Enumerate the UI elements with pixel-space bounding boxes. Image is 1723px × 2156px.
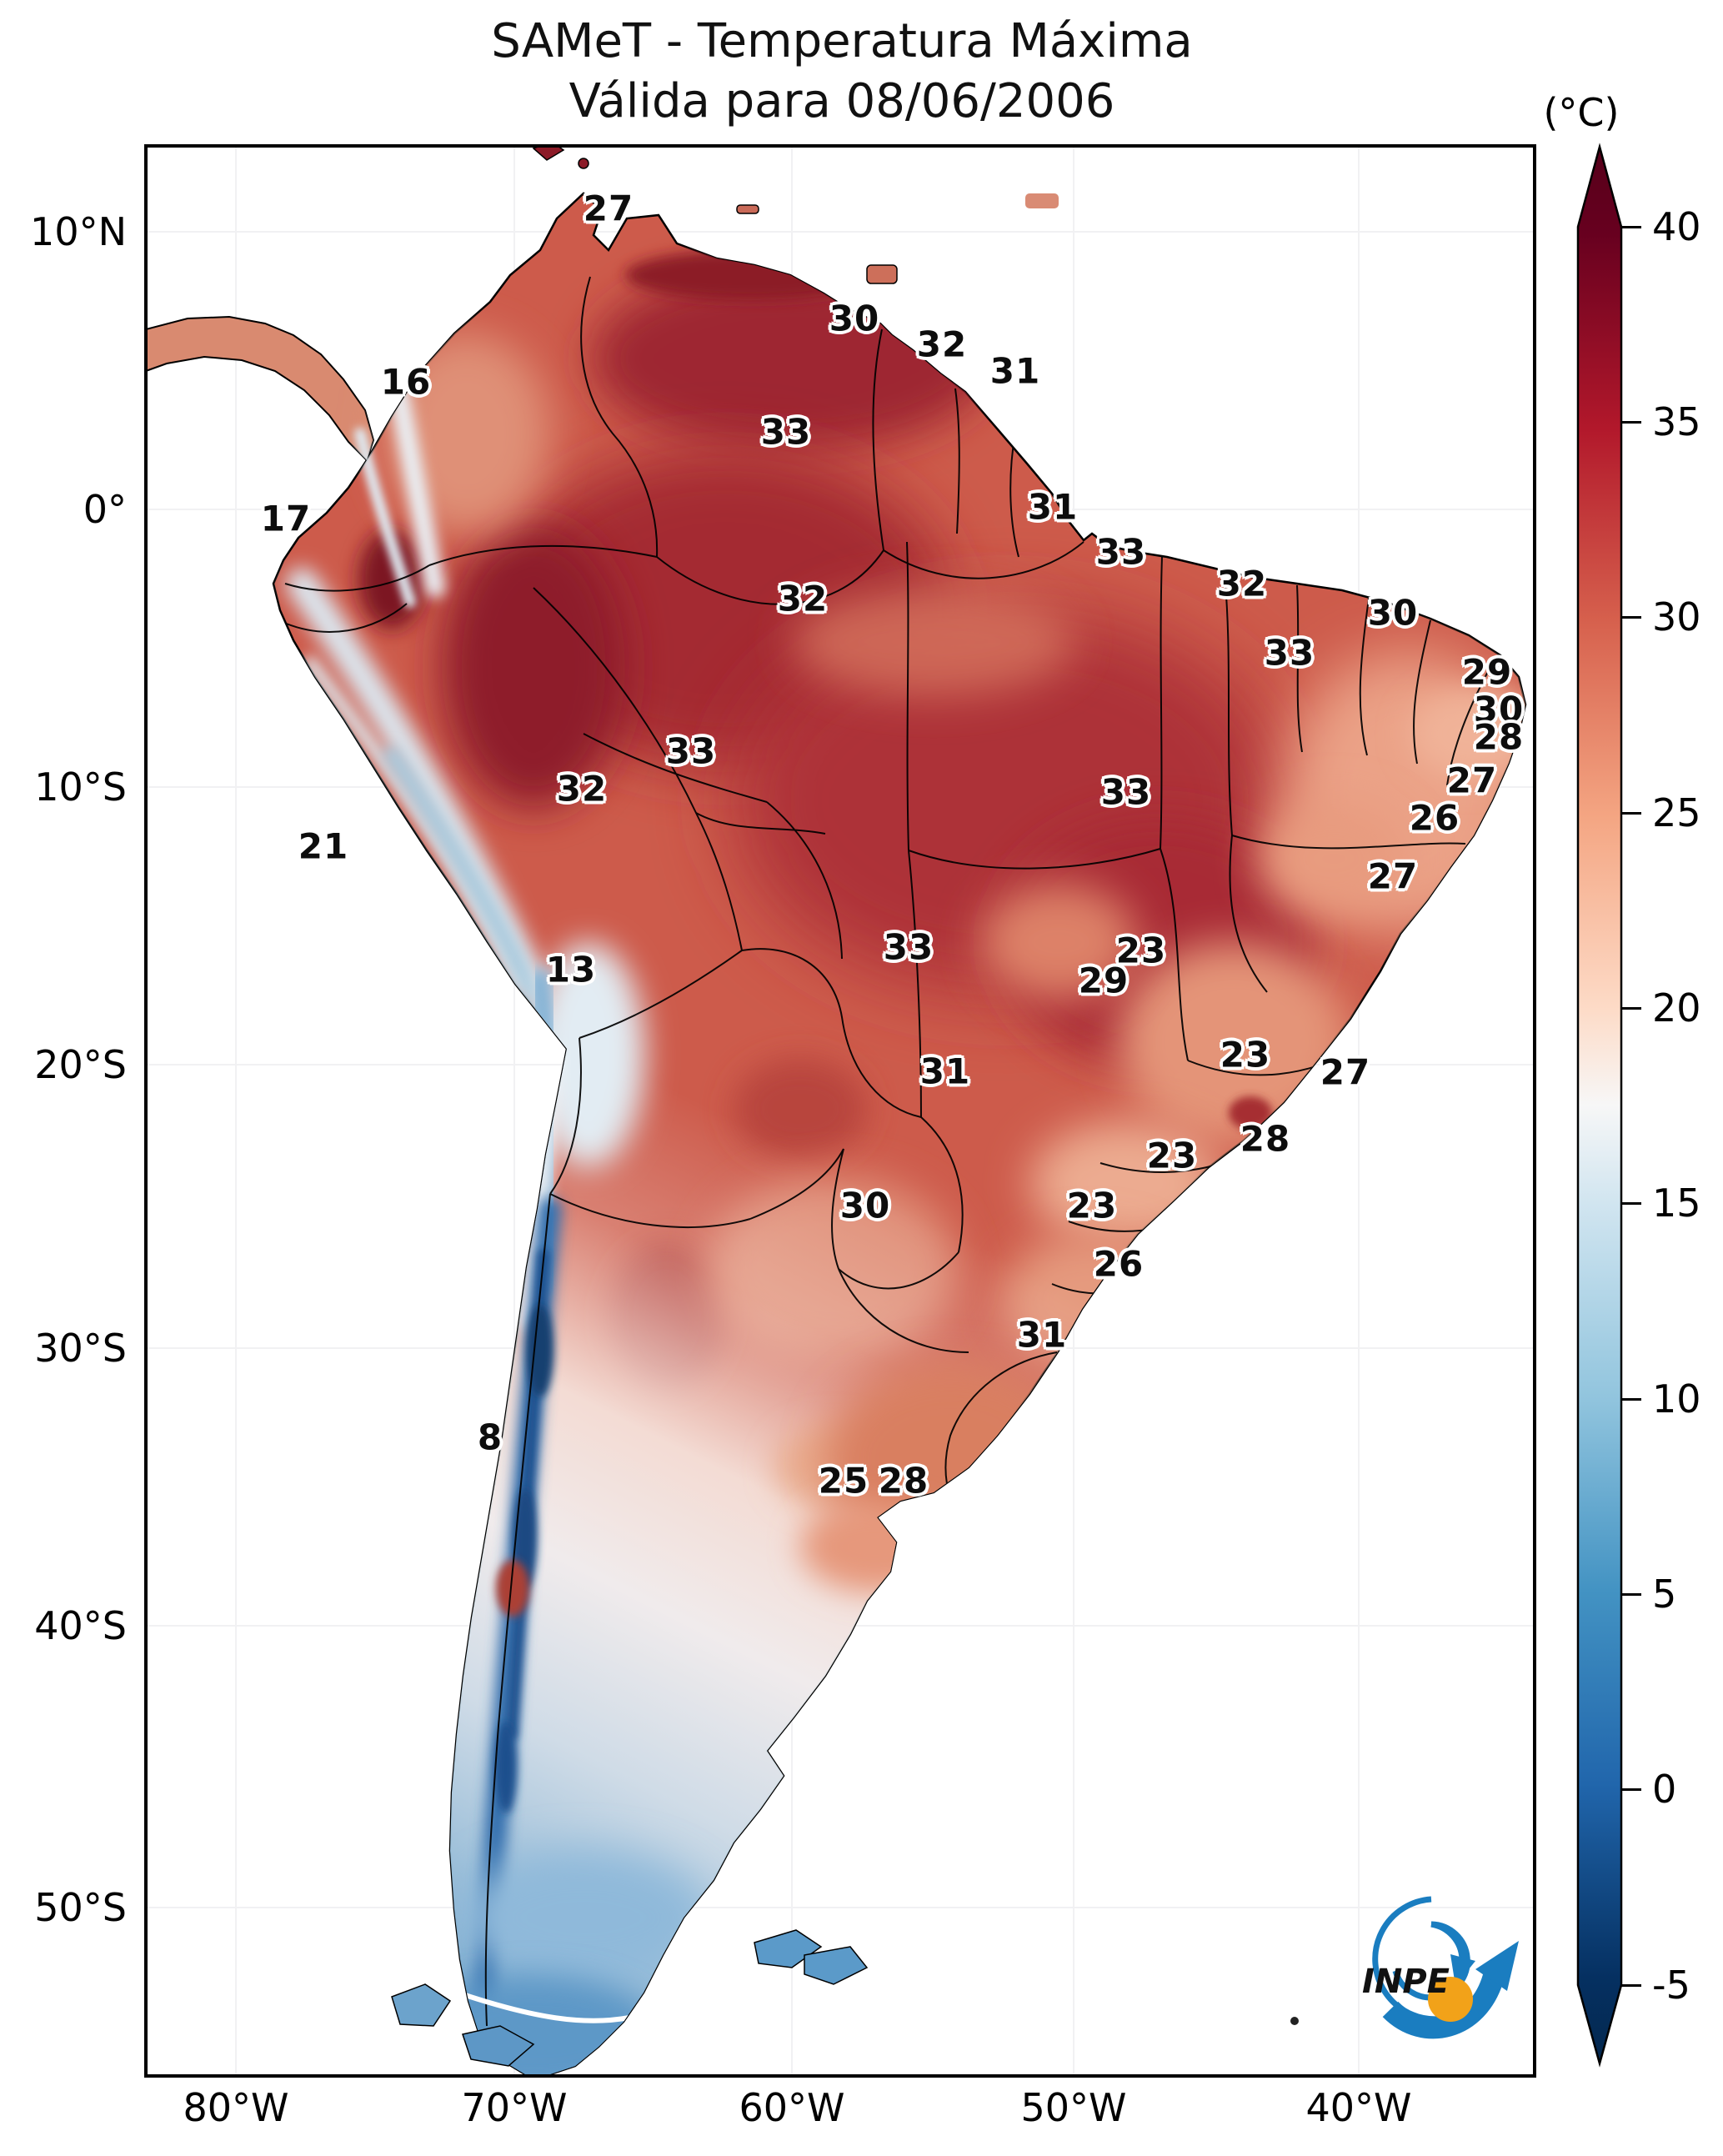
temp-label: 25 (818, 1460, 869, 1502)
temp-label: 26 (1093, 1243, 1144, 1285)
plot-border (144, 144, 1536, 2078)
temp-label: 30 (839, 1185, 891, 1226)
y-tick-label: 10°S (34, 765, 127, 810)
temp-label: 32 (916, 323, 968, 365)
temp-label: 33 (760, 411, 812, 453)
colorbar-tick-label: 15 (1652, 1181, 1701, 1226)
temp-label: 31 (1027, 486, 1079, 528)
x-tick-label: 50°W (1020, 2085, 1127, 2130)
inpe-logo: INPE (1362, 1896, 1519, 2039)
temp-label: 30 (1367, 592, 1419, 634)
x-tick-label: 70°W (461, 2085, 568, 2130)
temp-label: 31 (1016, 1314, 1068, 1356)
temperature-raster (146, 193, 1525, 2074)
colorbar-tick-label: 40 (1652, 204, 1701, 249)
colorbar-tick-label: 5 (1652, 1572, 1677, 1617)
temp-label: 26 (1409, 797, 1460, 839)
temp-label: 31 (989, 350, 1041, 392)
y-tick-label: 30°S (34, 1326, 127, 1371)
inpe-logo-text: INPE (1362, 1963, 1450, 2001)
temp-label: 33 (1095, 531, 1147, 573)
temp-label: 27 (1320, 1051, 1371, 1093)
temp-label: 17 (260, 498, 312, 539)
temp-label: 30 (829, 298, 880, 339)
temp-label: 32 (1216, 563, 1268, 604)
temp-label: 27 (1367, 855, 1419, 897)
y-tick-label: 0° (83, 487, 127, 532)
colorbar-tick-label: 10 (1652, 1376, 1701, 1421)
temp-label: 29 (1078, 960, 1129, 1001)
temp-label: 8 (477, 1416, 503, 1458)
temp-label: 33 (1100, 771, 1152, 813)
temp-label: 21 (298, 825, 349, 867)
page-title: SAMeT - Temperatura Máxima (491, 14, 1193, 68)
temp-label: 23 (1115, 930, 1167, 971)
colorbar-tick-label: 20 (1652, 985, 1701, 1030)
colorbar-tick-mark (1621, 615, 1641, 619)
temp-label: 23 (1066, 1185, 1118, 1226)
x-tick-label: 40°W (1305, 2085, 1412, 2130)
colorbar-tick-mark (1621, 225, 1641, 228)
y-tick-label: 10°N (30, 209, 127, 254)
colorbar-tick-mark (1621, 1201, 1641, 1205)
temp-label: 28 (1473, 716, 1525, 758)
temp-label: 23 (1220, 1034, 1271, 1075)
temp-label: 29 (1461, 651, 1513, 693)
colorbar-tick-mark (1621, 811, 1641, 815)
x-tick-label: 80°W (183, 2085, 289, 2130)
colorbar-tick-label: 35 (1652, 399, 1701, 444)
colorbar (1576, 143, 1623, 2068)
colorbar-tick-mark (1621, 1983, 1641, 1987)
colorbar-tick-mark (1621, 1787, 1641, 1791)
temp-label: 31 (919, 1050, 971, 1092)
temp-label: 33 (665, 730, 717, 772)
colorbar-tick-label: 0 (1652, 1767, 1677, 1812)
temp-label: 13 (545, 949, 597, 990)
colorbar-tick-mark (1621, 420, 1641, 424)
islands (391, 146, 1299, 2067)
temp-label: 33 (883, 926, 934, 968)
temp-label: 32 (556, 768, 608, 810)
temp-label: 28 (878, 1460, 929, 1502)
colorbar-tick-mark (1621, 1397, 1641, 1401)
x-tick-label: 60°W (739, 2085, 845, 2130)
colorbar-tick-label: 30 (1652, 594, 1701, 639)
y-tick-label: 50°S (34, 1885, 127, 1930)
colorbar-tick-mark (1621, 1592, 1641, 1596)
temp-label: 16 (380, 361, 432, 403)
colorbar-tick-label: -5 (1652, 1963, 1690, 2008)
temp-label: 28 (1240, 1118, 1291, 1160)
y-tick-label: 40°S (34, 1603, 127, 1648)
colorbar-unit-label: (°C) (1543, 90, 1620, 135)
colorbar-tick-label: 25 (1652, 790, 1701, 835)
temp-label: 30 (1473, 689, 1525, 730)
temp-label: 33 (1264, 632, 1315, 674)
temp-label: 23 (1146, 1135, 1198, 1176)
colorbar-tick-mark (1621, 1006, 1641, 1010)
temp-label: 27 (1446, 760, 1498, 801)
temp-label: 27 (583, 188, 634, 229)
temp-label: 32 (777, 578, 829, 619)
page-subtitle: Válida para 08/06/2006 (568, 74, 1115, 128)
y-tick-label: 20°S (34, 1042, 127, 1087)
